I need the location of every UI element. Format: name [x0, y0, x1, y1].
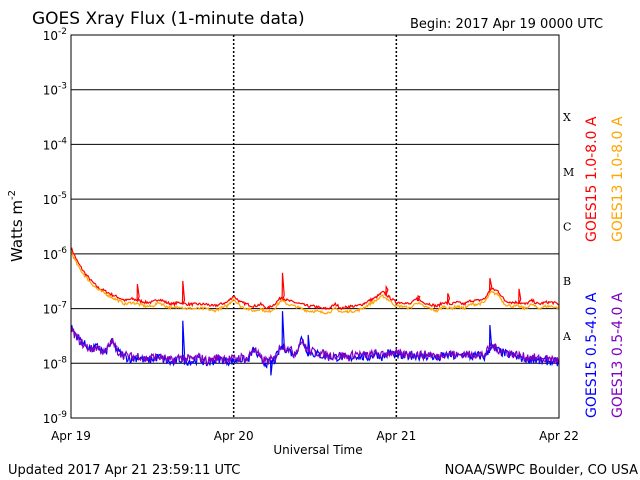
y-tick-label: 10-7	[43, 301, 67, 317]
plot-frame	[70, 34, 560, 419]
x-tick-label: Apr 21	[376, 429, 416, 443]
updated-timestamp: Updated 2017 Apr 21 23:59:11 UTC	[8, 463, 240, 478]
series-line-1	[70, 247, 560, 311]
begin-date: Begin: 2017 Apr 19 0000 UTC	[410, 17, 603, 32]
y-tick-label: 10-9	[43, 410, 68, 426]
series-line-4	[70, 326, 560, 367]
legend-entry: GOES15 0.5-4.0 A	[584, 292, 600, 418]
chart-title: GOES Xray Flux (1-minute data)	[32, 9, 305, 29]
flare-class-label: M	[563, 166, 574, 179]
flare-class-label: C	[563, 221, 571, 234]
x-tick-label: Apr 19	[51, 429, 91, 443]
y-axis-label: Watts m-2	[7, 190, 26, 262]
legend-entry: GOES15 1.0-8.0 A	[584, 116, 600, 242]
plot-area: 10-2 10-3 10-4 10-5 10-6 10-7 10-8 10-9 Apr 19 Ap…	[7, 27, 626, 443]
legend-entry: GOES13 0.5-4.0 A	[610, 292, 626, 418]
series-line-3	[70, 311, 560, 376]
legend-entry: GOES13 1.0-8.0 A	[610, 116, 626, 242]
x-tick-label: Apr 20	[214, 429, 254, 443]
y-tick-label: 10-2	[43, 27, 67, 43]
y-tick-label: 10-6	[43, 246, 68, 262]
x-tick-label: Apr 22	[539, 429, 579, 443]
y-tick-label: 10-5	[43, 191, 67, 207]
flare-class-label: A	[562, 330, 572, 343]
y-tick-label: 10-8	[43, 355, 68, 371]
flare-class-label: B	[563, 275, 571, 288]
series-line-2	[70, 250, 560, 315]
y-tick-label: 10-4	[43, 136, 68, 152]
x-axis-label: Universal Time	[273, 443, 362, 457]
credit-text: NOAA/SWPC Boulder, CO USA	[445, 463, 638, 478]
y-tick-label: 10-3	[43, 82, 67, 98]
flare-class-label: X	[563, 111, 571, 124]
